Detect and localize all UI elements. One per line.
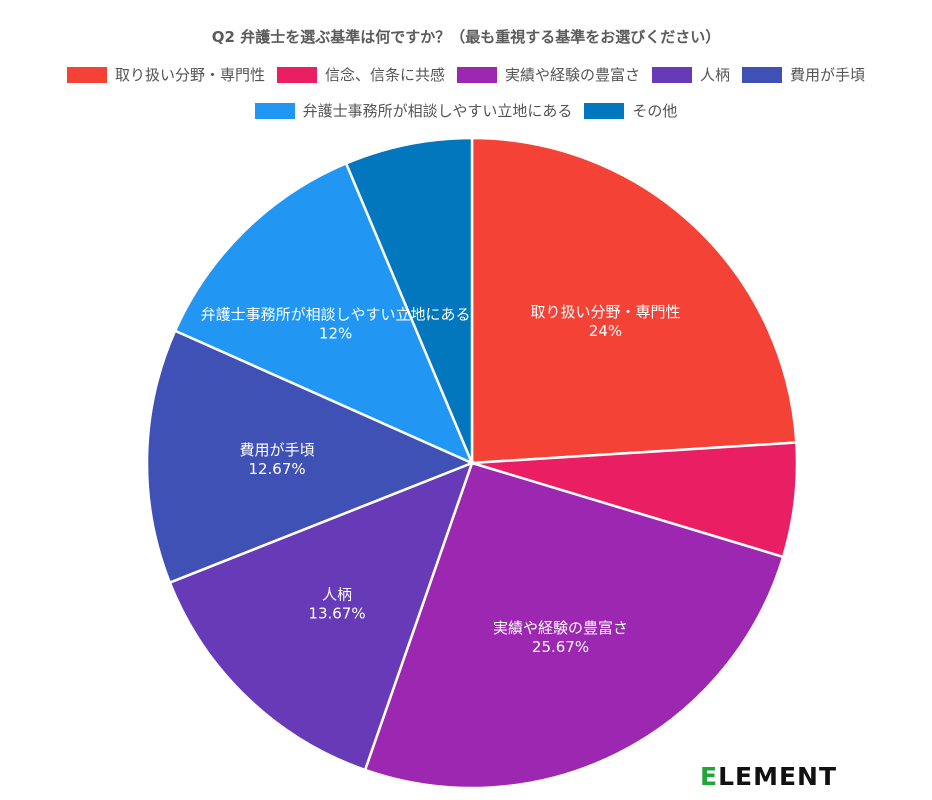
- legend-item[interactable]: 弁護士事務所が相談しやすい立地にある: [254, 100, 573, 121]
- legend-label: 実績や経験の豊富さ: [504, 66, 640, 84]
- legend-label: 弁護士事務所が相談しやすい立地にある: [302, 102, 573, 120]
- legend-item[interactable]: 人柄: [652, 64, 730, 85]
- legend-swatch: [652, 66, 692, 83]
- slice-label-name: 人柄: [322, 586, 352, 604]
- legend-swatch: [276, 66, 317, 83]
- legend-swatch: [584, 102, 625, 119]
- legend-label: 取り扱い分野・専門性: [114, 66, 265, 84]
- slice-label-name: 取り扱い分野・専門性: [530, 303, 680, 321]
- slice-label-name: 弁護士事務所が相談しやすい立地にある: [201, 306, 471, 324]
- legend-swatch: [66, 66, 107, 83]
- legend-item[interactable]: 取り扱い分野・専門性: [66, 64, 265, 85]
- slice-label-name: 費用が手頃: [240, 441, 315, 459]
- legend-label: 信念、信条に共感: [324, 66, 445, 84]
- legend-label: 費用が手頃: [790, 66, 866, 84]
- legend-swatch: [456, 66, 497, 83]
- legend-row: 弁護士事務所が相談しやすい立地にある その他: [0, 100, 932, 121]
- slice-label-value: 24%: [589, 322, 622, 340]
- legend-label: 人柄: [700, 66, 731, 84]
- element-logo: ELEMENT: [700, 762, 838, 791]
- slice-label-name: 実績や経験の豊富さ: [493, 619, 628, 637]
- slice-label-value: 13.67%: [308, 605, 365, 623]
- pie-slice[interactable]: [145, 329, 476, 585]
- legend-item[interactable]: 実績や経験の豊富さ: [456, 64, 640, 85]
- legend-item[interactable]: 費用が手頃: [742, 64, 865, 85]
- slice-label-value: 12%: [319, 325, 352, 343]
- legend-label: その他: [632, 102, 678, 120]
- legend-row: 取り扱い分野・専門性 信念、信条に共感 実績や経験の豊富さ 人柄 費用が手頃: [0, 64, 932, 85]
- legend-swatch: [254, 102, 295, 119]
- pie-slice[interactable]: [168, 460, 475, 772]
- pie-slice[interactable]: [363, 461, 785, 790]
- legend-swatch: [742, 66, 783, 83]
- chart-title: Q2 弁護士を選ぶ基準は何ですか？（最も重視する基準をお選びください）: [211, 28, 721, 46]
- pie-slice[interactable]: [344, 136, 474, 464]
- legend-item[interactable]: その他: [584, 100, 677, 121]
- slice-label-value: 25.67%: [532, 638, 589, 656]
- slice-label-value: 12.67%: [248, 460, 305, 478]
- legend-item[interactable]: 信念、信条に共感: [276, 64, 445, 85]
- pie-slice[interactable]: [173, 161, 475, 466]
- pie-slice[interactable]: [470, 136, 798, 465]
